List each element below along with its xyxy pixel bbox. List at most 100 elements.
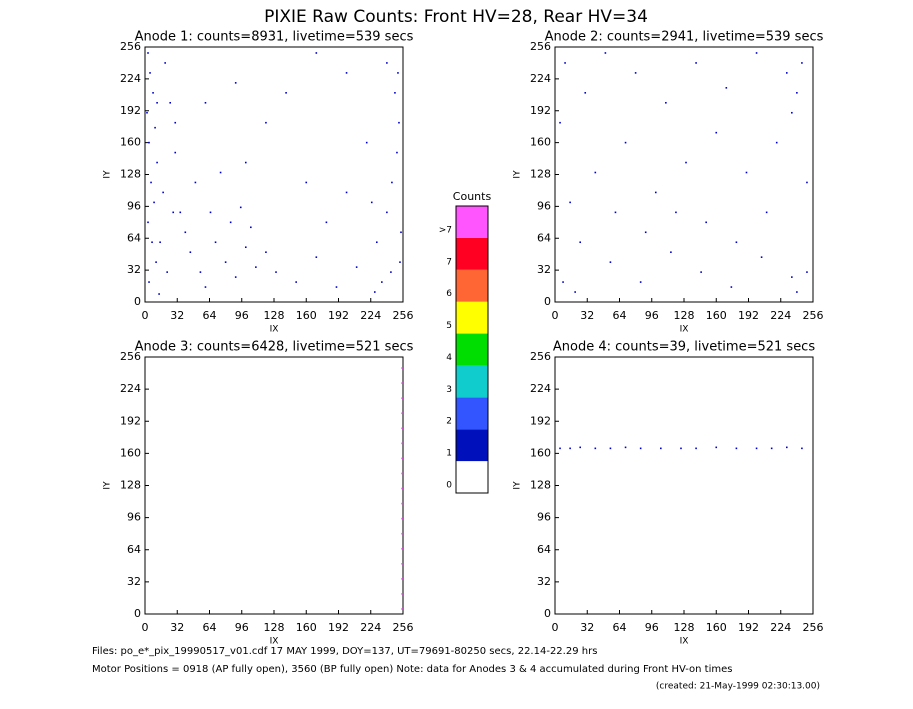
- x-tick-label: 160: [706, 309, 727, 322]
- x-tick-label: 32: [580, 621, 594, 634]
- count-dot: [335, 286, 338, 288]
- count-dot: [745, 171, 748, 174]
- count-dot: [315, 256, 318, 258]
- x-tick-label: 128: [264, 621, 285, 634]
- y-tick-label: 128: [120, 168, 141, 181]
- count-dot: [401, 502, 403, 505]
- y-tick-label: 0: [134, 295, 141, 308]
- count-dot: [255, 266, 257, 268]
- count-dot: [152, 92, 154, 94]
- count-dot: [559, 121, 561, 124]
- panel-title: Anode 2: counts=2941, livetime=539 secs: [545, 30, 824, 45]
- plot-frame: [144, 356, 404, 615]
- y-tick-label: 64: [127, 231, 141, 244]
- count-dot: [398, 121, 400, 124]
- count-dot: [224, 261, 227, 263]
- count-dot: [148, 141, 150, 144]
- count-dot: [614, 211, 617, 214]
- count-dot: [401, 397, 403, 399]
- count-dot: [401, 367, 403, 369]
- count-dot: [791, 276, 793, 278]
- count-dot: [184, 231, 187, 234]
- x-tick-label: 0: [142, 309, 149, 322]
- count-dot: [159, 241, 161, 244]
- count-dot: [265, 121, 267, 124]
- count-dot: [390, 271, 392, 273]
- count-dot: [755, 52, 758, 54]
- count-dot: [401, 578, 403, 580]
- x-tick-label: 256: [803, 309, 824, 322]
- count-dot: [148, 281, 150, 283]
- colorbar-swatch: [456, 237, 488, 270]
- count-dot: [147, 221, 149, 224]
- count-dot: [315, 52, 318, 54]
- x-tick-label: 192: [328, 309, 349, 322]
- count-dot: [285, 92, 287, 94]
- count-dot: [564, 62, 566, 64]
- count-dot: [204, 101, 207, 104]
- count-dot: [562, 281, 564, 283]
- y-tick-label: 64: [127, 543, 141, 556]
- x-tick-label: 224: [770, 621, 791, 634]
- count-dot: [634, 72, 637, 74]
- x-tick-label: 160: [296, 309, 317, 322]
- y-tick-label: 224: [120, 382, 141, 395]
- count-dot: [579, 446, 581, 449]
- count-dot: [735, 241, 738, 244]
- count-dot: [204, 286, 207, 288]
- colorbar-title: Counts: [453, 190, 492, 203]
- count-dot: [147, 52, 149, 54]
- count-dot: [770, 447, 773, 450]
- plot-frame: [554, 46, 814, 303]
- count-dot: [735, 447, 738, 450]
- count-dot: [156, 161, 158, 164]
- y-axis-label: IY: [103, 170, 113, 179]
- count-dot: [801, 62, 803, 64]
- x-tick-label: 256: [393, 309, 414, 322]
- colorbar-label: 3: [446, 385, 452, 395]
- y-tick-label: 64: [537, 231, 551, 244]
- count-dot: [785, 72, 788, 74]
- count-dot: [715, 131, 718, 134]
- count-dot: [680, 447, 682, 450]
- plot-frame: [144, 46, 404, 303]
- x-tick-label: 96: [645, 309, 659, 322]
- count-dot: [345, 72, 348, 74]
- panel-title: Anode 3: counts=6428, livetime=521 secs: [135, 340, 414, 355]
- x-tick-label: 32: [170, 621, 184, 634]
- y-tick-label: 0: [544, 607, 551, 620]
- count-dot: [675, 211, 677, 214]
- colorbar-label: 1: [446, 449, 452, 459]
- y-tick-label: 32: [127, 263, 141, 276]
- count-dot: [559, 447, 561, 450]
- footer-line: Motor Positions = 0918 (AP fully open), …: [92, 664, 732, 675]
- count-dot: [755, 447, 758, 450]
- colorbar-label: 7: [446, 257, 452, 267]
- x-tick-label: 64: [613, 621, 627, 634]
- y-tick-label: 160: [120, 446, 141, 459]
- count-dot: [355, 266, 358, 268]
- x-tick-label: 224: [360, 309, 381, 322]
- count-dot: [391, 181, 393, 184]
- count-dot: [158, 293, 160, 295]
- count-dot: [162, 191, 164, 194]
- count-dot: [760, 256, 763, 258]
- count-dot: [791, 111, 793, 114]
- y-axis-label: IY: [513, 170, 523, 179]
- footer-line: (created: 21-May-1999 02:30:13.00): [656, 682, 820, 692]
- x-tick-label: 128: [674, 309, 695, 322]
- count-dot: [660, 447, 662, 450]
- count-dot: [295, 281, 297, 283]
- y-tick-label: 256: [120, 350, 141, 363]
- x-tick-label: 64: [203, 621, 217, 634]
- count-dot: [584, 92, 587, 94]
- count-dot: [574, 291, 576, 293]
- y-tick-label: 64: [537, 543, 551, 556]
- count-dot: [569, 201, 571, 204]
- count-dot: [765, 211, 768, 214]
- colorbar-swatch: [456, 461, 488, 493]
- y-tick-label: 160: [530, 446, 551, 459]
- y-tick-label: 96: [537, 511, 551, 524]
- count-dot: [806, 271, 808, 273]
- plot-frame: [554, 356, 814, 615]
